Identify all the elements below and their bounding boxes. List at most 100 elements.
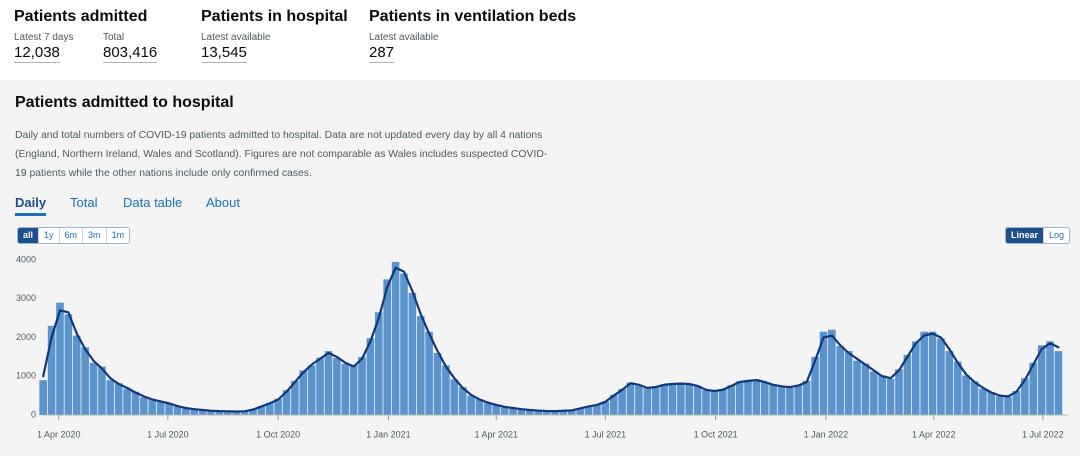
bar xyxy=(719,389,727,415)
bar xyxy=(903,354,912,415)
bar xyxy=(391,261,400,415)
scale-button[interactable]: Log xyxy=(1042,228,1069,243)
bar xyxy=(559,410,568,415)
bar xyxy=(182,407,190,415)
bar xyxy=(777,387,786,415)
scale-button[interactable]: Linear xyxy=(1005,228,1043,243)
bar xyxy=(693,385,702,415)
metric-value: 13,545 xyxy=(201,44,247,63)
bar xyxy=(282,390,291,415)
card-title: Patients admitted to hospital xyxy=(15,94,234,111)
bar xyxy=(660,384,668,415)
bar xyxy=(458,387,467,415)
bar xyxy=(844,351,853,415)
headline-title: Patients in ventilation beds xyxy=(369,8,577,25)
bar xyxy=(39,380,47,415)
range-button[interactable]: 1y xyxy=(38,228,59,243)
bar xyxy=(291,380,299,415)
bar xyxy=(937,338,945,415)
bar xyxy=(173,406,182,415)
bar xyxy=(265,402,274,415)
bar xyxy=(584,406,593,415)
tab[interactable]: Data table xyxy=(123,195,183,210)
x-tick-label: 1 Jul 2022 xyxy=(1022,429,1064,439)
range-button[interactable]: 1m xyxy=(105,228,130,243)
bar xyxy=(56,302,64,415)
bar xyxy=(819,331,828,415)
bar xyxy=(484,402,492,415)
bar xyxy=(140,397,148,415)
bar xyxy=(677,382,685,415)
metric-value: 287 xyxy=(369,44,395,63)
bar xyxy=(400,273,408,415)
bar xyxy=(744,380,752,415)
bar xyxy=(828,329,836,415)
x-tick-label: 1 Jan 2021 xyxy=(366,429,411,439)
bar xyxy=(752,379,761,415)
bar xyxy=(215,411,224,415)
x-tick-label: 1 Apr 2020 xyxy=(37,429,81,439)
bar xyxy=(131,391,140,415)
bar xyxy=(1046,341,1054,415)
bar xyxy=(106,380,115,415)
tab[interactable]: Total xyxy=(70,195,98,210)
bar xyxy=(408,292,417,415)
x-tick-label: 1 Jul 2021 xyxy=(585,429,627,439)
bar xyxy=(1054,351,1063,415)
bar xyxy=(643,388,652,415)
bar xyxy=(685,384,694,415)
range-button[interactable]: all xyxy=(18,228,39,243)
bar xyxy=(895,369,903,415)
bar xyxy=(64,314,73,415)
bar xyxy=(979,388,987,415)
y-tick-label: 4000 xyxy=(16,254,36,264)
range-button[interactable]: 6m xyxy=(58,228,83,243)
metric-value: 803,416 xyxy=(103,44,158,63)
bar xyxy=(1037,345,1046,415)
scale-buttons: Linear Log xyxy=(1004,227,1070,244)
bar xyxy=(98,366,106,415)
bar xyxy=(148,399,157,415)
bar xyxy=(542,411,551,415)
bar xyxy=(1004,396,1012,415)
bar xyxy=(358,356,366,415)
bar xyxy=(635,385,643,415)
bar xyxy=(366,338,375,415)
bar xyxy=(710,391,719,415)
card-description: Daily and total numbers of COVID-19 pati… xyxy=(15,130,548,179)
bar xyxy=(509,407,517,415)
bar xyxy=(123,388,131,415)
bar xyxy=(802,380,811,415)
bar xyxy=(534,410,543,415)
tab[interactable]: Daily xyxy=(15,195,47,216)
bar xyxy=(333,358,341,415)
bar xyxy=(475,399,484,415)
bar xyxy=(383,279,391,415)
bar xyxy=(870,371,878,415)
x-tick-label: 1 Oct 2021 xyxy=(694,429,738,439)
range-button[interactable]: 3m xyxy=(82,228,106,243)
bar xyxy=(911,341,920,415)
bar xyxy=(299,370,308,415)
x-tick-label: 1 Apr 2022 xyxy=(912,429,956,439)
bar xyxy=(668,383,677,415)
bar xyxy=(760,382,769,415)
bar xyxy=(651,386,660,415)
bar xyxy=(576,408,584,415)
bar xyxy=(450,379,459,415)
bar xyxy=(257,406,266,415)
tab[interactable]: About xyxy=(206,195,240,210)
metric-label: Total xyxy=(103,32,125,43)
bar xyxy=(47,325,56,415)
bar xyxy=(442,365,450,415)
bar xyxy=(190,409,199,415)
bar xyxy=(928,331,937,415)
bar xyxy=(962,375,970,415)
bar xyxy=(953,361,962,415)
bar xyxy=(702,390,710,415)
x-tick-label: 1 Jul 2020 xyxy=(147,429,189,439)
bar xyxy=(375,312,383,415)
headline-title: Patients in hospital xyxy=(201,8,348,25)
bar xyxy=(836,346,845,415)
